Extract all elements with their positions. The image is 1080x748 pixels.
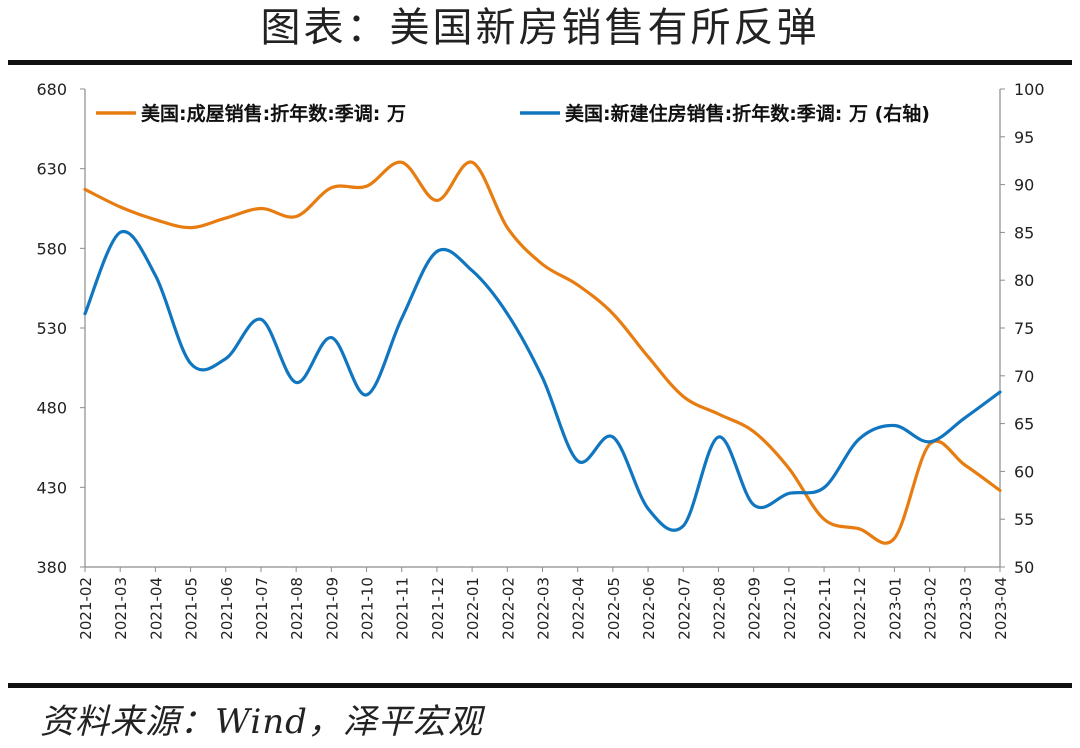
x-tick-label: 2021-05 [183, 577, 201, 640]
x-tick-label: 2021-04 [147, 577, 165, 640]
page-title: 图表：美国新房销售有所反弹 [260, 5, 820, 51]
x-tick-label: 2021-12 [429, 577, 447, 640]
x-tick-label: 2022-07 [675, 577, 693, 640]
x-tick-label: 2022-08 [710, 577, 728, 640]
left-tick-label: 530 [36, 319, 67, 338]
x-tick-label: 2021-08 [288, 577, 306, 640]
right-tick-label: 55 [1014, 510, 1034, 529]
right-axis-ticks: 50 55 60 65 70 75 80 85 90 95 100 [1000, 80, 1045, 577]
left-tick-label: 580 [36, 239, 67, 258]
x-tick-label: 2021-09 [323, 577, 341, 640]
x-tick-label: 2021-07 [253, 577, 271, 640]
chart-legend: 美国:成屋销售:折年数:季调: 万 美国:新建住房销售:折年数:季调: 万 (右轴… [96, 102, 930, 125]
left-axis-ticks: 380 430 480 530 580 630 680 [36, 80, 85, 577]
right-tick-label: 70 [1014, 367, 1034, 386]
x-tick-label: 2022-02 [499, 577, 517, 640]
x-tick-label: 2023-02 [922, 577, 940, 640]
x-tick-label: 2022-04 [570, 577, 588, 640]
right-tick-label: 60 [1014, 462, 1034, 481]
x-tick-label: 2022-03 [535, 577, 553, 640]
right-tick-label: 85 [1014, 223, 1034, 242]
right-tick-label: 100 [1014, 80, 1045, 99]
x-tick-label: 2021-03 [112, 577, 130, 640]
series-line-new-home-sales [83, 229, 1002, 532]
right-tick-label: 75 [1014, 319, 1034, 338]
chart-series [83, 160, 1002, 545]
x-tick-label: 2022-05 [605, 577, 623, 640]
right-tick-label: 90 [1014, 176, 1034, 195]
right-tick-label: 95 [1014, 128, 1034, 147]
bottom-divider [8, 683, 1072, 688]
x-tick-label: 2023-01 [886, 577, 904, 640]
x-axis-ticks: 2021-02 2021-03 2021-04 2021-05 2021-06 2021-… [77, 567, 1010, 640]
left-tick-label: 430 [36, 478, 67, 497]
left-tick-label: 630 [36, 160, 67, 179]
x-tick-label: 2021-10 [359, 577, 377, 640]
series-line-existing-home-sales [83, 160, 1002, 545]
left-tick-label: 380 [36, 558, 67, 577]
x-tick-label: 2021-02 [77, 577, 95, 640]
x-tick-label: 2022-01 [464, 577, 482, 640]
x-tick-label: 2022-11 [816, 577, 834, 640]
source-note: 资料来源：Wind，泽平宏观 [40, 702, 483, 742]
x-tick-label: 2022-12 [851, 577, 869, 640]
right-tick-label: 65 [1014, 415, 1034, 434]
chart-axes [84, 89, 1001, 568]
x-tick-label: 2023-03 [957, 577, 975, 640]
right-tick-label: 50 [1014, 558, 1034, 577]
x-tick-label: 2023-04 [992, 577, 1010, 640]
legend-label: 美国:成屋销售:折年数:季调: 万 [141, 102, 406, 125]
legend-label: 美国:新建住房销售:折年数:季调: 万 (右轴) [565, 102, 930, 125]
top-divider [8, 60, 1072, 65]
x-tick-label: 2022-09 [746, 577, 764, 640]
right-tick-label: 80 [1014, 271, 1034, 290]
x-tick-label: 2022-10 [781, 577, 799, 640]
x-tick-label: 2021-06 [218, 577, 236, 640]
x-tick-label: 2022-06 [640, 577, 658, 640]
left-tick-label: 680 [36, 80, 67, 99]
left-tick-label: 480 [36, 399, 67, 418]
x-tick-label: 2021-11 [394, 577, 412, 640]
